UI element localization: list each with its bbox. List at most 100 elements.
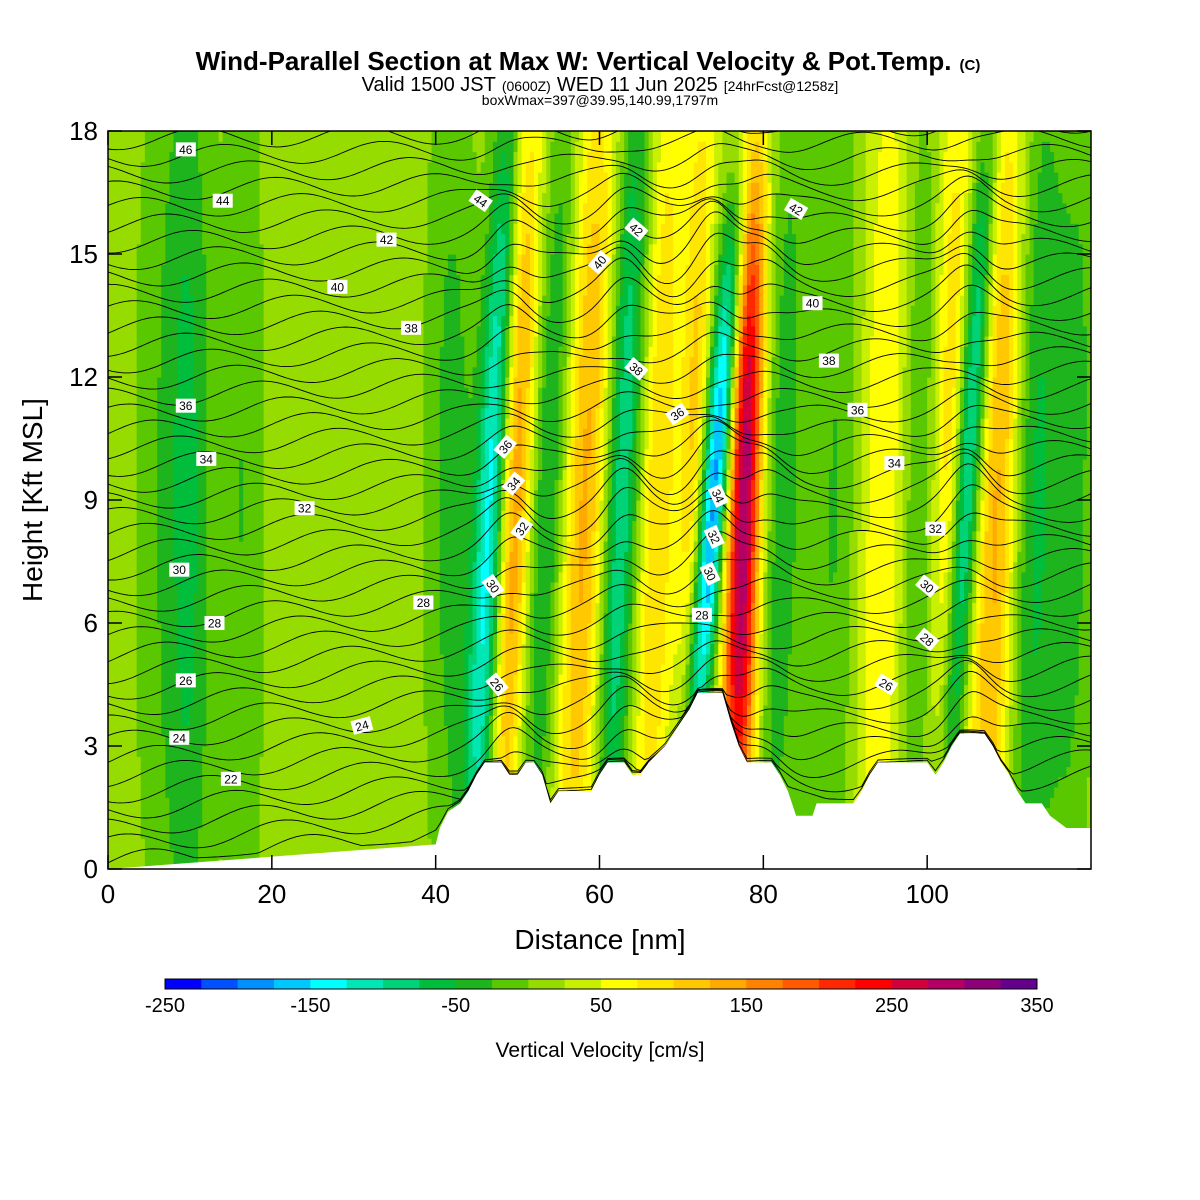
velocity-cell	[120, 336, 125, 347]
velocity-cell	[189, 592, 195, 604]
velocity-cell	[206, 295, 211, 306]
velocity-cell	[181, 223, 187, 235]
velocity-cell	[325, 705, 330, 716]
velocity-cell	[148, 325, 154, 337]
velocity-cell	[161, 418, 166, 429]
velocity-cell	[202, 387, 207, 399]
velocity-cell	[169, 377, 175, 388]
velocity-cell	[124, 541, 130, 552]
velocity-cell	[345, 500, 351, 511]
velocity-cell	[304, 797, 310, 809]
velocity-cell	[214, 561, 220, 573]
velocity-cell	[259, 664, 265, 675]
velocity-cell	[284, 161, 289, 173]
velocity-cell	[226, 377, 232, 388]
velocity-cell	[366, 787, 371, 798]
velocity-cell	[185, 346, 191, 358]
velocity-cell	[386, 315, 392, 327]
velocity-cell	[181, 776, 187, 788]
velocity-cell	[378, 315, 384, 327]
velocity-cell	[144, 817, 150, 829]
velocity-cell	[386, 633, 392, 645]
velocity-cell	[366, 284, 371, 296]
velocity-cell	[325, 233, 330, 245]
velocity-cell	[185, 315, 191, 327]
velocity-cell	[378, 479, 384, 491]
velocity-cell	[218, 346, 224, 358]
velocity-cell	[361, 838, 367, 850]
velocity-cell	[341, 582, 347, 593]
velocity-cell	[161, 582, 166, 593]
velocity-cell	[275, 756, 281, 768]
velocity-cell	[218, 141, 224, 153]
velocity-cell	[128, 694, 134, 706]
velocity-cell	[136, 233, 142, 245]
velocity-cell	[140, 428, 146, 440]
velocity-cell	[169, 664, 175, 675]
velocity-cell	[124, 561, 130, 573]
velocity-cell	[189, 192, 195, 204]
velocity-cell	[124, 407, 130, 419]
velocity-cell	[271, 274, 277, 286]
velocity-cell	[181, 787, 187, 798]
velocity-cell	[378, 284, 384, 296]
velocity-cell	[390, 735, 396, 747]
velocity-cell	[185, 366, 191, 378]
velocity-cell	[153, 664, 158, 675]
velocity-cell	[361, 479, 367, 491]
velocity-cell	[116, 643, 121, 655]
velocity-cell	[312, 571, 318, 583]
velocity-cell	[194, 766, 199, 778]
velocity-cell	[370, 305, 375, 317]
velocity-cell	[230, 284, 236, 296]
velocity-cell	[144, 838, 150, 850]
velocity-cell	[140, 387, 146, 399]
velocity-cell	[280, 356, 285, 368]
velocity-cell	[263, 479, 269, 491]
velocity-cell	[218, 479, 224, 491]
velocity-cell	[329, 725, 334, 737]
velocity-cell	[382, 797, 388, 809]
velocity-cell	[112, 397, 117, 409]
velocity-cell	[157, 838, 162, 850]
velocity-cell	[120, 520, 125, 532]
velocity-cell	[382, 705, 388, 716]
velocity-cell	[243, 510, 248, 522]
velocity-cell	[169, 500, 175, 511]
velocity-cell	[116, 469, 121, 481]
velocity-cell	[263, 438, 269, 450]
velocity-cell	[267, 264, 273, 276]
velocity-cell	[255, 141, 261, 153]
velocity-cell	[382, 377, 388, 388]
velocity-cell	[325, 664, 330, 675]
velocity-cell	[173, 858, 179, 869]
velocity-cell	[251, 264, 257, 276]
velocity-cell	[316, 541, 322, 552]
velocity-cell	[198, 387, 203, 399]
velocity-cell	[251, 295, 257, 306]
velocity-cell	[386, 295, 392, 306]
velocity-cell	[255, 479, 261, 491]
velocity-cell	[370, 346, 375, 358]
velocity-cell	[161, 817, 166, 829]
velocity-cell	[361, 817, 367, 829]
velocity-cell	[316, 746, 322, 757]
velocity-cell	[349, 479, 355, 491]
velocity-cell	[353, 500, 359, 511]
velocity-cell	[108, 797, 113, 809]
velocity-cell	[128, 807, 134, 819]
velocity-cell	[222, 571, 228, 583]
velocity-cell	[136, 653, 142, 665]
velocity-cell	[255, 407, 261, 419]
velocity-cell	[173, 295, 179, 306]
velocity-cell	[275, 305, 281, 317]
velocity-cell	[333, 541, 338, 552]
velocity-cell	[271, 807, 277, 819]
velocity-cell	[214, 315, 220, 327]
velocity-cell	[165, 530, 171, 542]
velocity-cell	[357, 530, 363, 542]
velocity-cell	[128, 530, 134, 542]
velocity-cell	[157, 776, 162, 788]
velocity-cell	[251, 315, 257, 327]
velocity-cell	[263, 387, 269, 399]
